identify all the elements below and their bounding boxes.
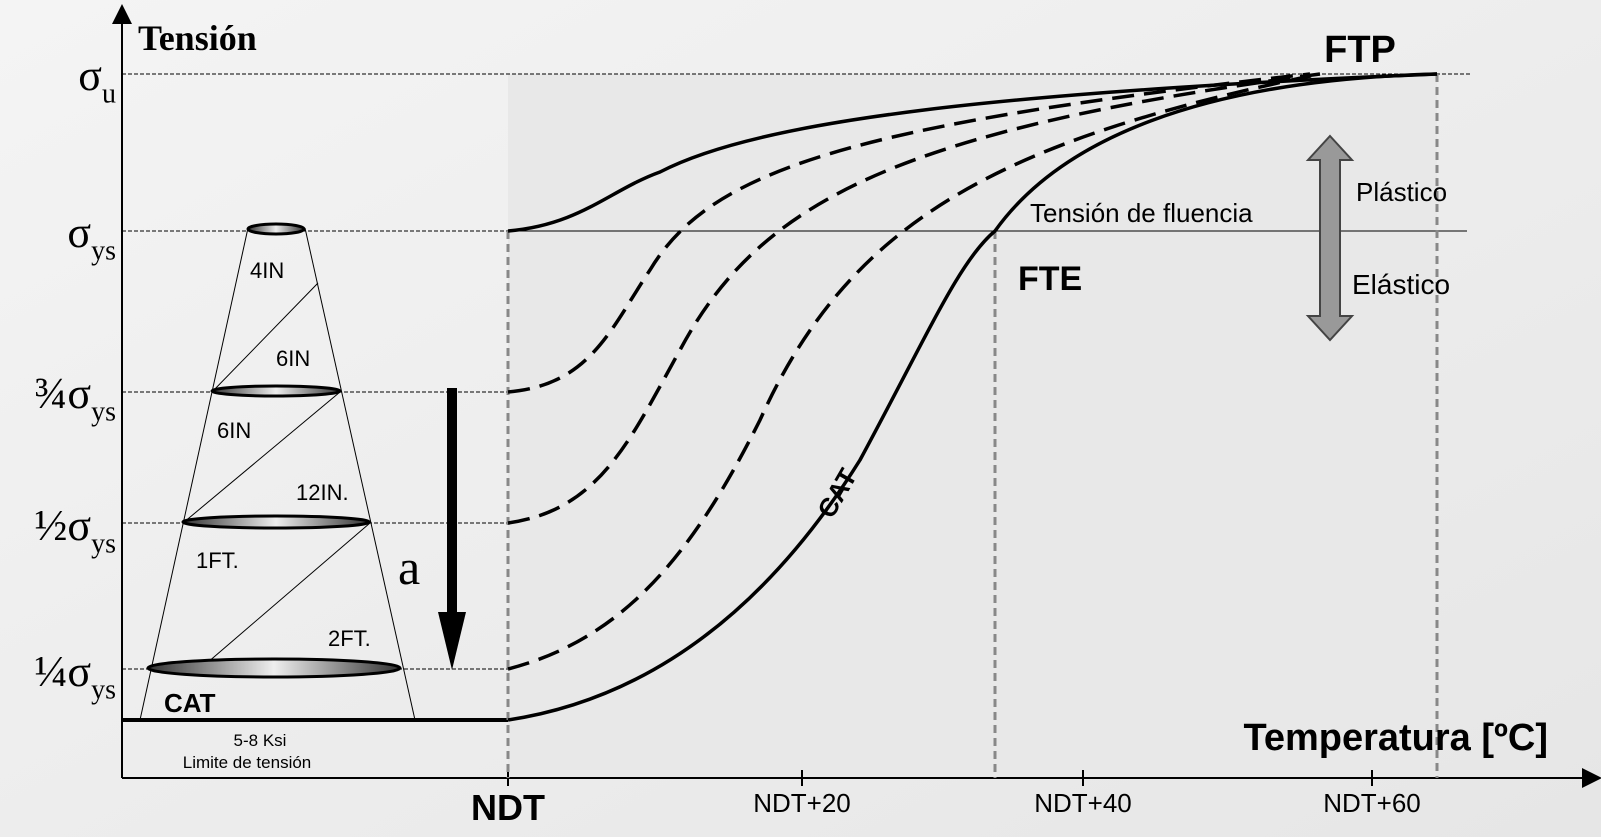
y-label-symbol: σ [67,208,91,257]
fte-label: FTE [1018,260,1082,298]
flaw-size: 2FT. [328,626,371,651]
elastic-label: Elástico [1352,269,1450,300]
y-label-symbol: σ [78,51,102,100]
y-label-sub: ys [91,236,116,267]
x-label: NDT+20 [753,788,851,818]
y-label-sub: ys [91,675,116,706]
x-axis-title: Temperatura [ºC] [1243,717,1548,759]
cat-base-label: CAT [164,688,216,718]
y-label-prefix: ¼ [34,647,67,696]
yield-label: Tensión de fluencia [1030,198,1253,228]
y-label-symbol: σ [67,647,91,696]
flaw-size: 4IN [250,258,284,283]
crack-label: a [398,539,420,595]
y-axis-title: Tensión [138,18,257,58]
y-label-prefix: ¾ [34,369,67,418]
flaw-size: 12IN. [296,480,349,505]
y-label-prefix: ½ [34,501,67,550]
ftp-label: FTP [1324,29,1396,71]
flaw-size: 6IN [276,346,310,371]
flaw-size: 1FT. [196,548,239,573]
y-label-symbol: σ [67,369,91,418]
limit-label: Limite de tensión [183,753,312,772]
y-label-symbol: σ [67,501,91,550]
x-label: NDT+40 [1034,788,1132,818]
y-label-sub: ys [91,529,116,560]
diagram: Tensión Temperatura [ºC] σuσys¾σys½σys¼σ… [0,0,1601,837]
y-label-sub: ys [91,397,116,428]
ksi-label: 5-8 Ksi [234,731,287,750]
plastic-label: Plástico [1356,177,1447,207]
x-label: NDT [471,787,545,828]
flaw-size: 6IN [217,418,251,443]
x-label: NDT+60 [1323,788,1421,818]
y-label-sub: u [102,79,116,110]
